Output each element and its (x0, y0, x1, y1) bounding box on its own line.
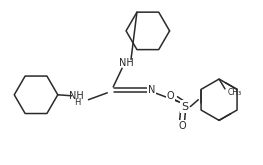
Text: N: N (148, 85, 155, 95)
Text: NH: NH (69, 91, 84, 101)
Text: NH: NH (119, 58, 133, 68)
Text: CH₃: CH₃ (228, 88, 242, 97)
Text: H: H (74, 98, 81, 107)
Text: O: O (167, 91, 174, 101)
Text: O: O (179, 121, 186, 131)
Text: S: S (181, 102, 188, 112)
